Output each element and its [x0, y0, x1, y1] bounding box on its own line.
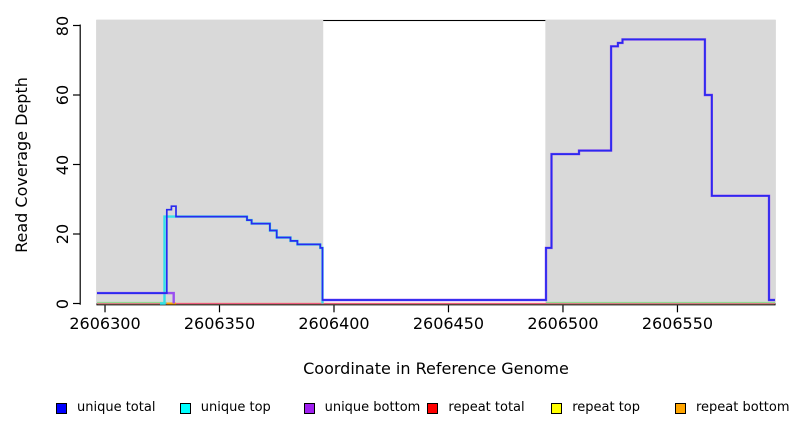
legend-item: unique bottom — [303, 399, 421, 417]
legend-swatch-icon — [675, 402, 686, 414]
legend-item: repeat bottom — [675, 399, 790, 417]
y-axis-title: Read Coverage Depth — [12, 77, 31, 253]
legend-item: unique total — [56, 399, 155, 417]
y-tick-label: 60 — [53, 84, 72, 106]
x-tick-label: 2606550 — [641, 314, 714, 333]
legend-swatch-icon — [427, 402, 439, 414]
legend-item: repeat total — [427, 399, 525, 417]
y-tick-label: 20 — [53, 223, 72, 245]
x-tick-label: 2606350 — [183, 314, 256, 333]
legend-item-label: repeat total — [448, 400, 525, 415]
x-tick-label: 2606400 — [298, 314, 370, 333]
shaded-region — [545, 19, 776, 304]
legend-item-label: repeat bottom — [696, 400, 790, 415]
series-unique-total — [97, 38, 775, 301]
legend: unique total unique top unique bottom re… — [0, 399, 792, 419]
legend-swatch-icon — [179, 402, 191, 414]
legend-swatch-icon — [303, 402, 315, 414]
x-axis-title: Coordinate in Reference Genome — [303, 359, 569, 378]
legend-item-label: repeat top — [572, 400, 640, 415]
legend-item: unique top — [179, 399, 271, 417]
shaded-region — [96, 19, 324, 304]
y-tick-label: 0 — [53, 298, 72, 309]
legend-item-label: unique top — [200, 400, 271, 415]
legend-swatch-icon — [56, 402, 67, 414]
legend-swatch-icon — [551, 402, 563, 414]
x-tick-label: 2606300 — [69, 314, 141, 333]
y-tick-label: 40 — [53, 154, 72, 175]
legend-item-label: unique bottom — [324, 400, 421, 415]
y-tick-label: 80 — [53, 15, 72, 36]
legend-item-label: unique total — [77, 400, 156, 415]
legend-item: repeat top — [551, 399, 640, 417]
x-tick-label: 2606500 — [527, 314, 599, 333]
x-tick-label: 2606450 — [412, 314, 485, 333]
